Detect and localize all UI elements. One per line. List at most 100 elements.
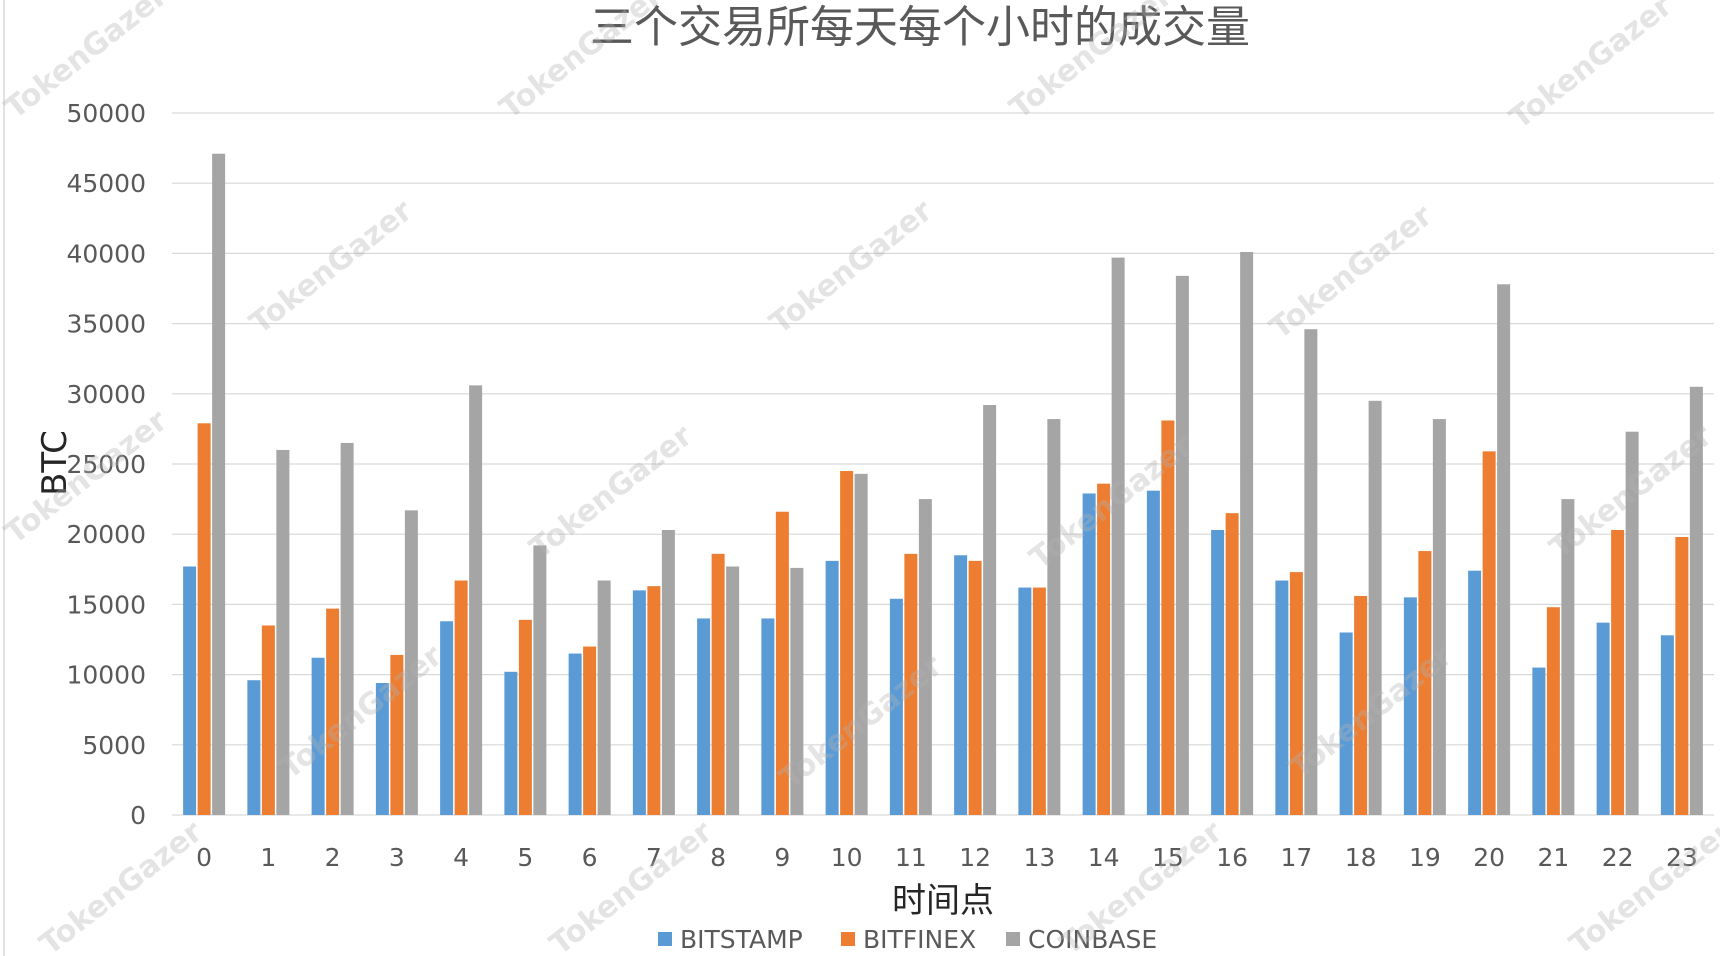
bar-bitstamp-7 xyxy=(632,590,646,815)
bar-coinbase-20 xyxy=(1497,284,1511,816)
bar-bitstamp-4 xyxy=(440,621,454,815)
bar-coinbase-14 xyxy=(1111,257,1125,815)
bar-bitstamp-22 xyxy=(1596,622,1610,815)
bar-bitfinex-13 xyxy=(1032,587,1046,815)
bar-bitfinex-21 xyxy=(1546,607,1560,815)
legend-swatch-bitfinex xyxy=(841,932,855,946)
watermark-text: TokenGazer xyxy=(273,638,449,786)
bar-coinbase-10 xyxy=(854,473,868,815)
bar-coinbase-4 xyxy=(469,385,483,815)
bar-coinbase-5 xyxy=(533,545,547,815)
x-tick-label: 7 xyxy=(646,843,662,872)
bar-coinbase-13 xyxy=(1047,419,1061,815)
bar-coinbase-17 xyxy=(1304,329,1318,815)
y-tick-label: 25000 xyxy=(66,450,146,479)
x-tick-label: 4 xyxy=(453,843,469,872)
bar-bitstamp-18 xyxy=(1339,632,1353,815)
bar-bitfinex-14 xyxy=(1097,483,1111,815)
bar-bitfinex-3 xyxy=(390,654,404,815)
bar-coinbase-8 xyxy=(726,566,740,815)
watermark-text: TokenGazer xyxy=(1563,814,1720,956)
bar-bitfinex-15 xyxy=(1161,420,1175,815)
y-tick-label: 50000 xyxy=(66,99,146,128)
bar-bitstamp-11 xyxy=(889,598,903,815)
x-tick-label: 0 xyxy=(196,843,212,872)
bar-coinbase-7 xyxy=(661,529,675,815)
bar-bitfinex-11 xyxy=(904,553,918,815)
x-tick-label: 11 xyxy=(895,843,927,872)
bar-bitfinex-20 xyxy=(1482,451,1496,815)
bar-bitstamp-14 xyxy=(1082,493,1096,815)
bar-bitfinex-12 xyxy=(968,560,982,815)
bar-coinbase-15 xyxy=(1175,275,1189,815)
bar-bitfinex-9 xyxy=(775,511,789,815)
bar-bitstamp-20 xyxy=(1468,570,1482,815)
chart-title: 三个交易所每天每个小时的成交量 xyxy=(590,2,1250,53)
bar-coinbase-19 xyxy=(1432,419,1446,815)
bar-bitfinex-0 xyxy=(197,423,211,815)
bar-bitstamp-0 xyxy=(183,566,197,815)
bar-bitstamp-16 xyxy=(1211,529,1225,815)
bar-coinbase-6 xyxy=(597,580,611,815)
bar-coinbase-2 xyxy=(340,442,354,815)
x-tick-label: 3 xyxy=(389,843,405,872)
y-axis-ticks: 0 5000 10000 15000 20000 25000 30000 35000 40000… xyxy=(66,99,146,830)
bar-bitfinex-19 xyxy=(1418,551,1432,815)
x-tick-label: 16 xyxy=(1216,843,1248,872)
bar-bitstamp-5 xyxy=(504,671,518,815)
watermark-text: TokenGazer xyxy=(243,193,419,341)
bar-coinbase-3 xyxy=(404,510,418,815)
legend-swatch-coinbase xyxy=(1006,932,1020,946)
bar-bitfinex-4 xyxy=(454,580,468,815)
x-tick-label: 23 xyxy=(1666,843,1698,872)
y-tick-label: 15000 xyxy=(66,590,146,619)
legend-swatch-bitstamp xyxy=(658,932,672,946)
bar-bitfinex-18 xyxy=(1354,595,1368,815)
bar-bitstamp-9 xyxy=(761,618,775,815)
bar-bitstamp-21 xyxy=(1532,667,1546,815)
bar-bitstamp-10 xyxy=(825,560,839,815)
x-tick-label: 14 xyxy=(1088,843,1120,872)
legend: BITSTAMP BITFINEX COINBASE xyxy=(658,925,1157,954)
bar-bitstamp-17 xyxy=(1275,580,1289,815)
x-tick-label: 18 xyxy=(1345,843,1377,872)
bar-coinbase-23 xyxy=(1689,386,1703,815)
x-tick-label: 6 xyxy=(582,843,598,872)
bar-coinbase-0 xyxy=(212,153,226,815)
y-tick-label: 35000 xyxy=(66,310,146,339)
bar-coinbase-16 xyxy=(1240,251,1254,816)
x-tick-label: 21 xyxy=(1537,843,1569,872)
legend-label-bitstamp: BITSTAMP xyxy=(680,925,803,954)
x-axis-title: 时间点 xyxy=(892,881,994,921)
bar-bitfinex-1 xyxy=(261,625,275,815)
y-tick-label: 40000 xyxy=(66,239,146,268)
bar-coinbase-12 xyxy=(983,405,997,815)
bar-bitfinex-17 xyxy=(1289,572,1303,815)
bar-bitstamp-23 xyxy=(1660,635,1674,815)
x-tick-label: 12 xyxy=(959,843,991,872)
bar-bitstamp-12 xyxy=(954,555,968,815)
bar-bitstamp-8 xyxy=(697,618,711,815)
bar-coinbase-9 xyxy=(790,567,804,815)
bar-bitstamp-1 xyxy=(247,680,261,815)
x-tick-label: 17 xyxy=(1280,843,1312,872)
x-tick-label: 20 xyxy=(1473,843,1505,872)
bar-bitstamp-19 xyxy=(1403,597,1417,815)
bar-bitfinex-7 xyxy=(647,586,661,815)
y-tick-label: 45000 xyxy=(66,169,146,198)
gridlines xyxy=(172,112,1714,816)
watermark-text: TokenGazer xyxy=(1503,0,1679,136)
bar-bitfinex-2 xyxy=(326,608,340,815)
bar-bitstamp-6 xyxy=(568,653,582,815)
x-tick-label: 13 xyxy=(1023,843,1055,872)
bar-bitstamp-15 xyxy=(1146,490,1160,815)
x-tick-label: 22 xyxy=(1602,843,1634,872)
x-tick-label: 8 xyxy=(710,843,726,872)
watermark-text: TokenGazer xyxy=(493,0,669,126)
watermark-text: TokenGazer xyxy=(33,814,209,956)
bar-coinbase-1 xyxy=(276,449,290,815)
bars xyxy=(183,153,1703,816)
bar-bitstamp-2 xyxy=(311,657,325,815)
bar-bitfinex-5 xyxy=(518,619,532,815)
